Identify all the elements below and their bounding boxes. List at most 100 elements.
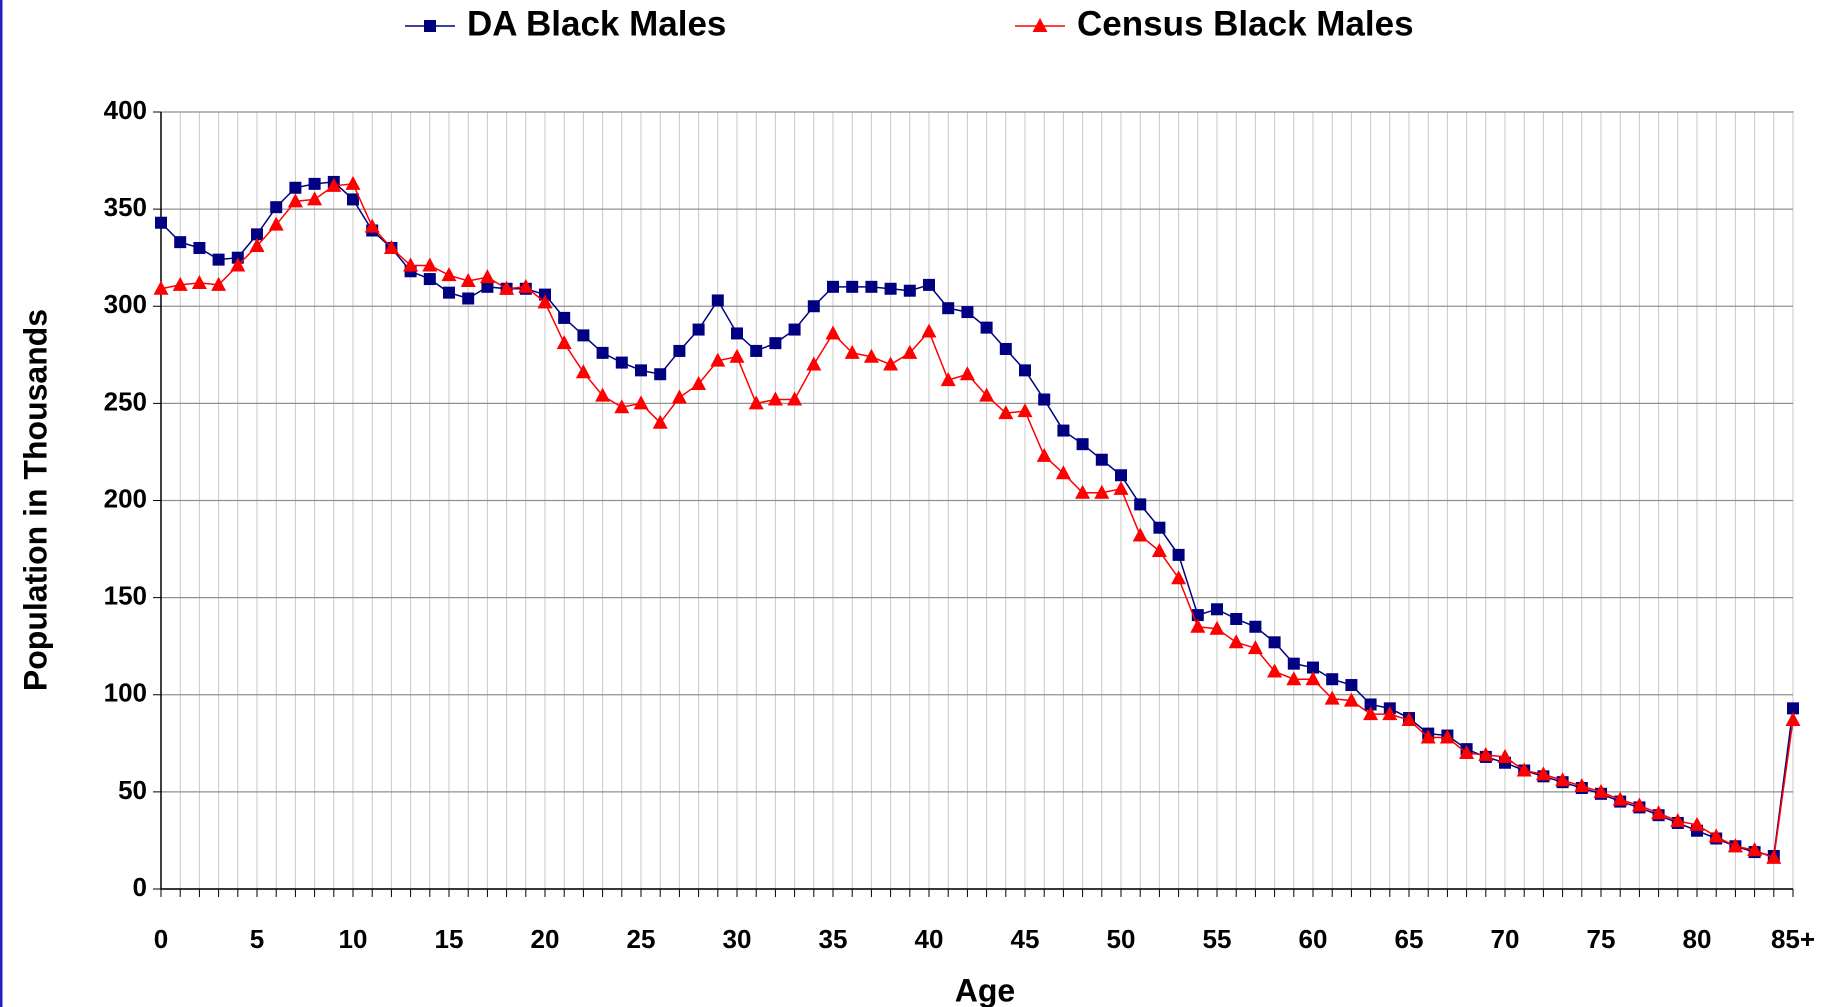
data-point (940, 372, 956, 387)
data-point (1555, 772, 1571, 787)
legend-marker (1032, 18, 1048, 32)
y-tick-label: 100 (104, 678, 147, 708)
data-point (731, 327, 743, 340)
data-point (383, 239, 399, 254)
data-point (825, 325, 841, 340)
data-point (1747, 842, 1763, 857)
data-point (863, 348, 879, 363)
data-point (289, 181, 302, 194)
data-point (422, 257, 438, 272)
data-point (212, 253, 225, 266)
data-point (635, 364, 647, 377)
data-point (403, 257, 419, 272)
y-tick-label: 400 (104, 95, 147, 125)
x-tick-label: 5 (250, 924, 264, 954)
data-point (153, 280, 169, 295)
data-point (1132, 527, 1148, 542)
data-point (748, 395, 764, 410)
data-point (191, 274, 207, 289)
data-point (211, 276, 227, 291)
data-point (902, 344, 918, 359)
data-point (691, 375, 707, 390)
legend-marker (424, 20, 436, 32)
data-point (827, 280, 839, 293)
x-tick-label: 35 (819, 924, 848, 954)
data-point (518, 278, 534, 293)
data-point (614, 399, 630, 414)
data-point (287, 193, 303, 208)
data-point (865, 280, 878, 293)
x-tick-label: 30 (723, 924, 752, 954)
data-point (307, 191, 323, 206)
data-point (980, 321, 993, 334)
data-point (1305, 671, 1321, 686)
data-point (1151, 543, 1167, 558)
data-point (998, 405, 1014, 420)
data-point (1382, 706, 1398, 721)
data-point (1055, 465, 1071, 480)
y-tick-label: 50 (118, 775, 147, 805)
data-point (1612, 791, 1628, 806)
x-tick-label: 75 (1587, 924, 1616, 954)
data-point (326, 177, 342, 192)
data-point (1766, 849, 1782, 864)
y-tick-label: 200 (104, 483, 147, 513)
data-point (883, 356, 899, 371)
data-point (364, 218, 380, 233)
legend-label: Census Black Males (1077, 4, 1414, 43)
data-point (270, 201, 283, 214)
data-point (710, 352, 726, 367)
y-tick-label: 150 (104, 581, 147, 611)
data-point (1343, 692, 1359, 707)
y-tick-label: 0 (133, 872, 147, 902)
data-point (1670, 813, 1686, 828)
data-point (1439, 729, 1455, 744)
data-point (1153, 521, 1166, 534)
data-point (1708, 828, 1724, 843)
data-point (462, 292, 475, 305)
x-tick-label: 65 (1395, 924, 1424, 954)
data-point (347, 193, 359, 206)
data-point (249, 238, 265, 253)
data-point (1478, 746, 1494, 761)
x-tick-label: 60 (1299, 924, 1328, 954)
data-point (1516, 762, 1532, 777)
data-point (423, 273, 436, 286)
data-point (1497, 748, 1513, 763)
data-point (174, 236, 187, 249)
data-point (846, 280, 859, 293)
data-point (1345, 679, 1358, 692)
data-point (460, 272, 476, 287)
x-tick-label: 80 (1683, 924, 1712, 954)
data-point (1019, 364, 1031, 377)
data-point (230, 257, 246, 272)
data-point (1134, 498, 1147, 511)
data-point (1190, 618, 1206, 633)
data-point (1094, 484, 1110, 499)
y-axis-title: Population in Thousands (17, 309, 53, 691)
series-line (160, 183, 1794, 859)
data-point (1057, 424, 1070, 437)
data-point (556, 335, 572, 350)
data-point (654, 368, 667, 381)
data-point (1727, 838, 1743, 853)
data-point (268, 216, 284, 231)
data-point (1785, 712, 1801, 727)
data-point (750, 344, 763, 357)
data-point (443, 286, 455, 299)
data-point (1326, 673, 1339, 686)
data-point (633, 395, 649, 410)
data-point (692, 323, 705, 336)
data-point (711, 294, 724, 307)
data-point (942, 302, 955, 315)
x-tick-label: 20 (531, 924, 560, 954)
data-point (1459, 745, 1475, 760)
data-point (1230, 612, 1243, 625)
data-point (999, 342, 1012, 355)
data-point (729, 348, 745, 363)
data-point (1689, 816, 1705, 831)
x-tick-label: 55 (1203, 924, 1232, 954)
data-point (1574, 778, 1590, 793)
